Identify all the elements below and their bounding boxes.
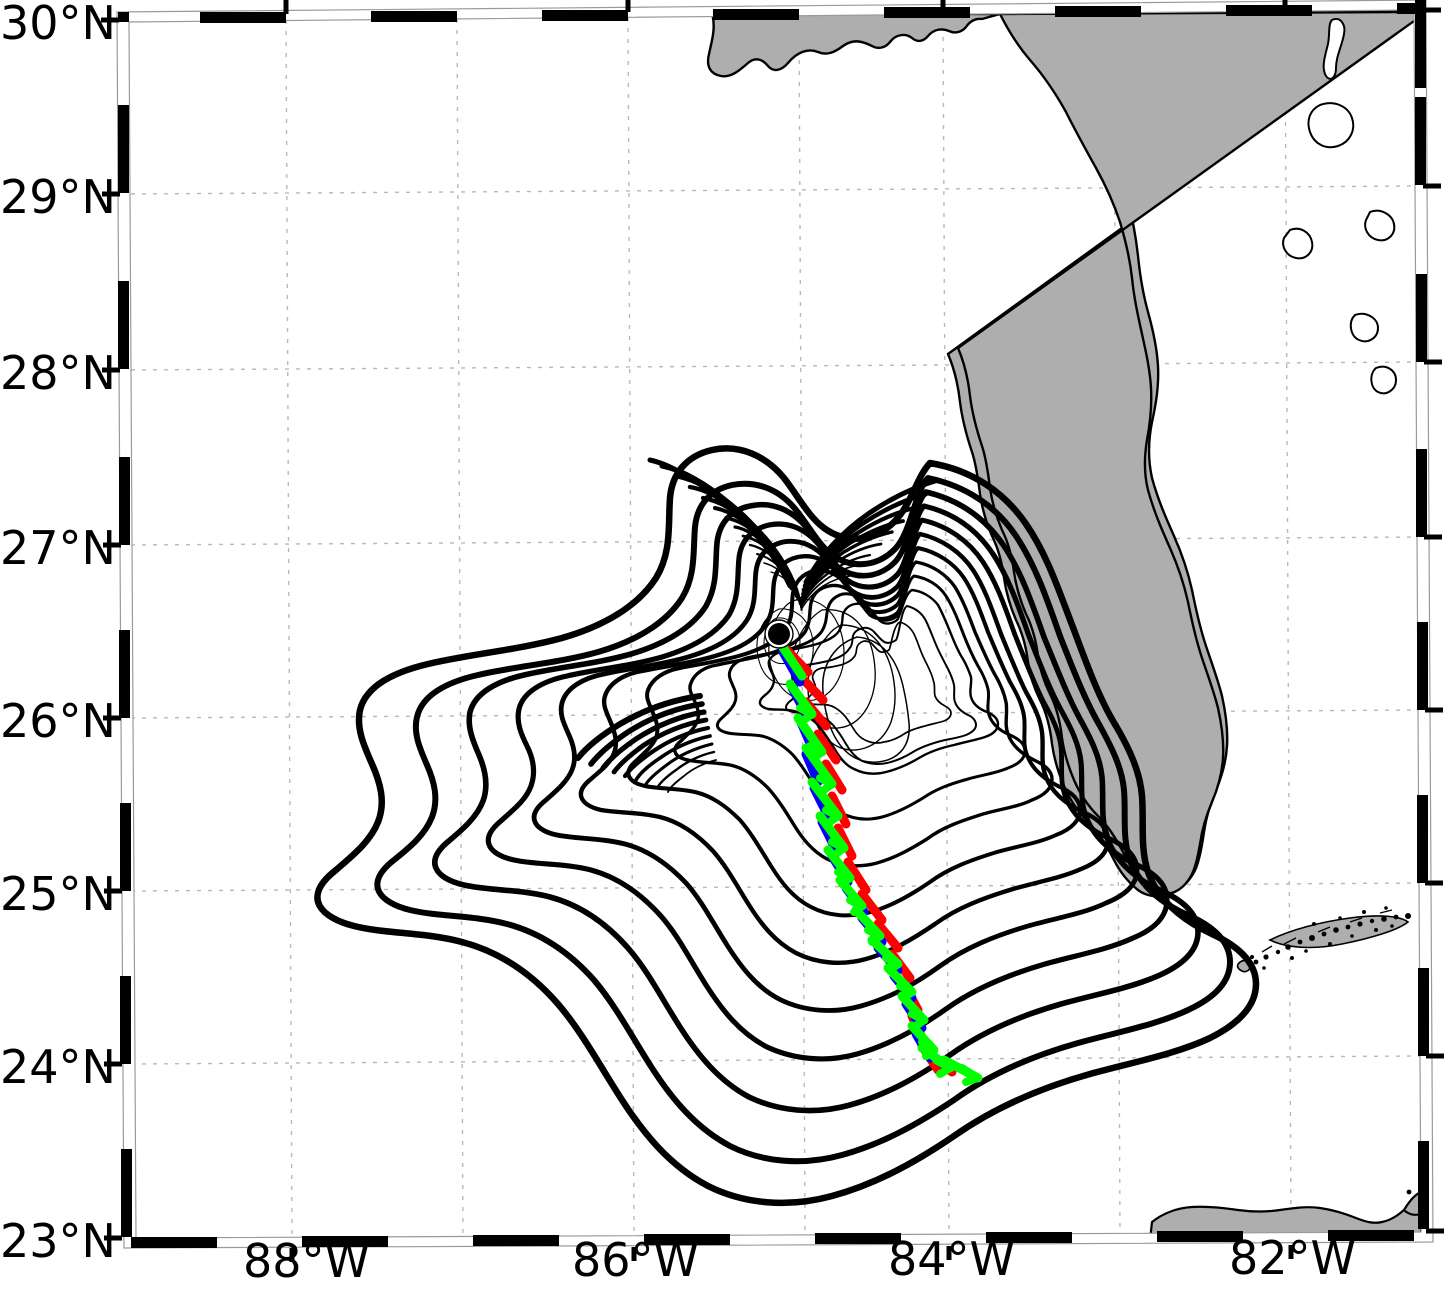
lake-kissimmee — [1322, 18, 1346, 80]
cuba-islet — [1406, 1189, 1412, 1195]
y-tick-label-25n: 25°N — [0, 867, 116, 921]
x-tick-label-88w: 88°W — [243, 1234, 371, 1288]
contour-level-15 — [790, 608, 876, 729]
contour-level-13 — [822, 636, 910, 763]
x-tick-label-84w: 84°W — [888, 1232, 1016, 1286]
lake-small-b — [1349, 312, 1380, 343]
contour-saddle-fan — [575, 457, 941, 793]
florida-keys — [1236, 906, 1411, 973]
contour-level-14 — [807, 624, 896, 751]
frame-right — [1415, 0, 1429, 1229]
y-tick-label-24n: 24°N — [0, 1040, 116, 1094]
frame-ticks — [101, 0, 1444, 1262]
forecast-tracks — [777, 641, 983, 1086]
y-tick-label-23n: 23°N — [0, 1214, 116, 1268]
contour-lines — [314, 445, 1260, 1207]
map-frame — [101, 0, 1444, 1262]
florida-panhandle — [706, 11, 1002, 78]
track-green — [777, 641, 983, 1086]
y-tick-label-28n: 28°N — [0, 346, 116, 400]
contour-level-5 — [531, 517, 1140, 1013]
y-tick-label-27n: 27°N — [0, 521, 116, 575]
frame-bottom — [131, 1230, 1414, 1248]
cuba-cape — [1402, 1190, 1421, 1216]
center-marker — [764, 619, 794, 649]
lake-istokpoga — [1282, 227, 1314, 260]
y-tick-label-26n: 26°N — [0, 694, 116, 748]
lake-small-c — [1370, 365, 1398, 395]
lake-small-a — [1364, 209, 1396, 242]
contour-level-6 — [578, 531, 1111, 965]
lake-okeechobee — [1307, 102, 1355, 149]
frame-top — [200, 3, 1426, 23]
frame-left — [118, 12, 132, 1237]
y-tick-label-30n: 30°N — [0, 0, 116, 50]
x-tick-label-82w: 82°W — [1229, 1231, 1357, 1285]
x-tick-label-86w: 86°W — [572, 1233, 700, 1287]
y-tick-label-29n: 29°N — [0, 170, 116, 224]
contour-level-12 — [806, 621, 952, 744]
